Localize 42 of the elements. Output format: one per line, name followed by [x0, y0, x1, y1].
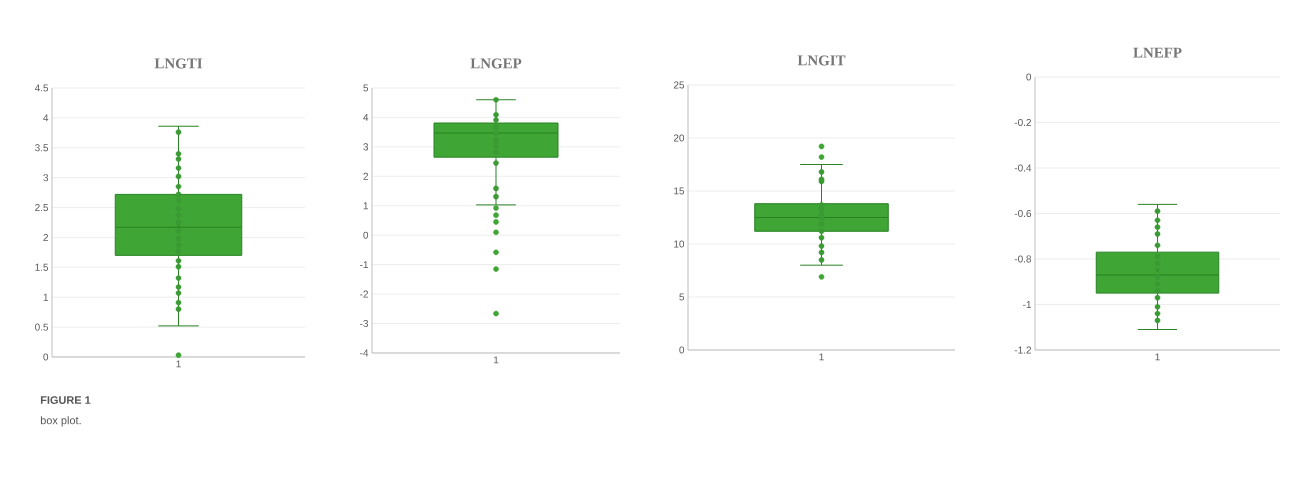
y-tick-label: 20	[673, 134, 685, 142]
y-tick-label: 25	[673, 81, 685, 89]
y-tick-label: 0.5	[35, 323, 49, 331]
y-tick-label: -1.2	[1014, 346, 1031, 354]
x-tick-label: 1	[1155, 353, 1160, 361]
y-tick-label: 1.5	[35, 263, 49, 271]
y-tick-label: -4	[360, 349, 369, 357]
y-tick-label: 1	[43, 293, 49, 301]
y-tick-label: -0.6	[1014, 209, 1032, 218]
y-tick-label: 2	[363, 172, 368, 180]
y-tick-label: 15	[674, 187, 685, 195]
x-tick-label: 1	[819, 353, 824, 361]
chart-title: LNGIT	[797, 55, 846, 66]
y-tick-label: 4.5	[34, 84, 49, 92]
y-tick-label: 2.5	[35, 204, 49, 212]
y-tick-label: 0	[1026, 73, 1032, 81]
y-tick-label: 0	[363, 231, 369, 239]
x-tick-label: 1	[494, 356, 499, 364]
y-tick-label: -2	[360, 290, 368, 298]
y-tick-label: 3	[43, 174, 49, 182]
y-tick-label: 3.5	[35, 144, 49, 152]
y-tick-label: -1	[360, 261, 369, 269]
y-tick-label: -3	[360, 320, 369, 328]
chart-title: LNGEP	[470, 58, 522, 69]
y-tick-label: -1	[1023, 301, 1032, 308]
caption: FIGURE 1	[40, 396, 91, 404]
y-tick-label: 2	[43, 233, 48, 241]
chart-title: LNGTI	[154, 58, 203, 69]
chart-title: LNEFP	[1133, 47, 1182, 58]
y-tick-label: 10	[674, 240, 685, 248]
y-tick-label: 4	[363, 114, 369, 121]
y-tick-label: 5	[679, 293, 685, 301]
y-tick-label: 0	[43, 353, 49, 361]
text: box plot.	[40, 416, 81, 427]
y-tick-label: -0.2	[1014, 118, 1031, 127]
y-tick-label: 1	[363, 202, 369, 210]
y-tick-label: 4	[43, 114, 49, 122]
y-tick-label: 0	[679, 346, 685, 354]
y-tick-label: -0.4	[1014, 164, 1032, 172]
y-tick-label: 3	[363, 143, 369, 151]
y-tick-label: 5	[363, 84, 369, 92]
y-tick-label: -0.8	[1014, 255, 1032, 263]
